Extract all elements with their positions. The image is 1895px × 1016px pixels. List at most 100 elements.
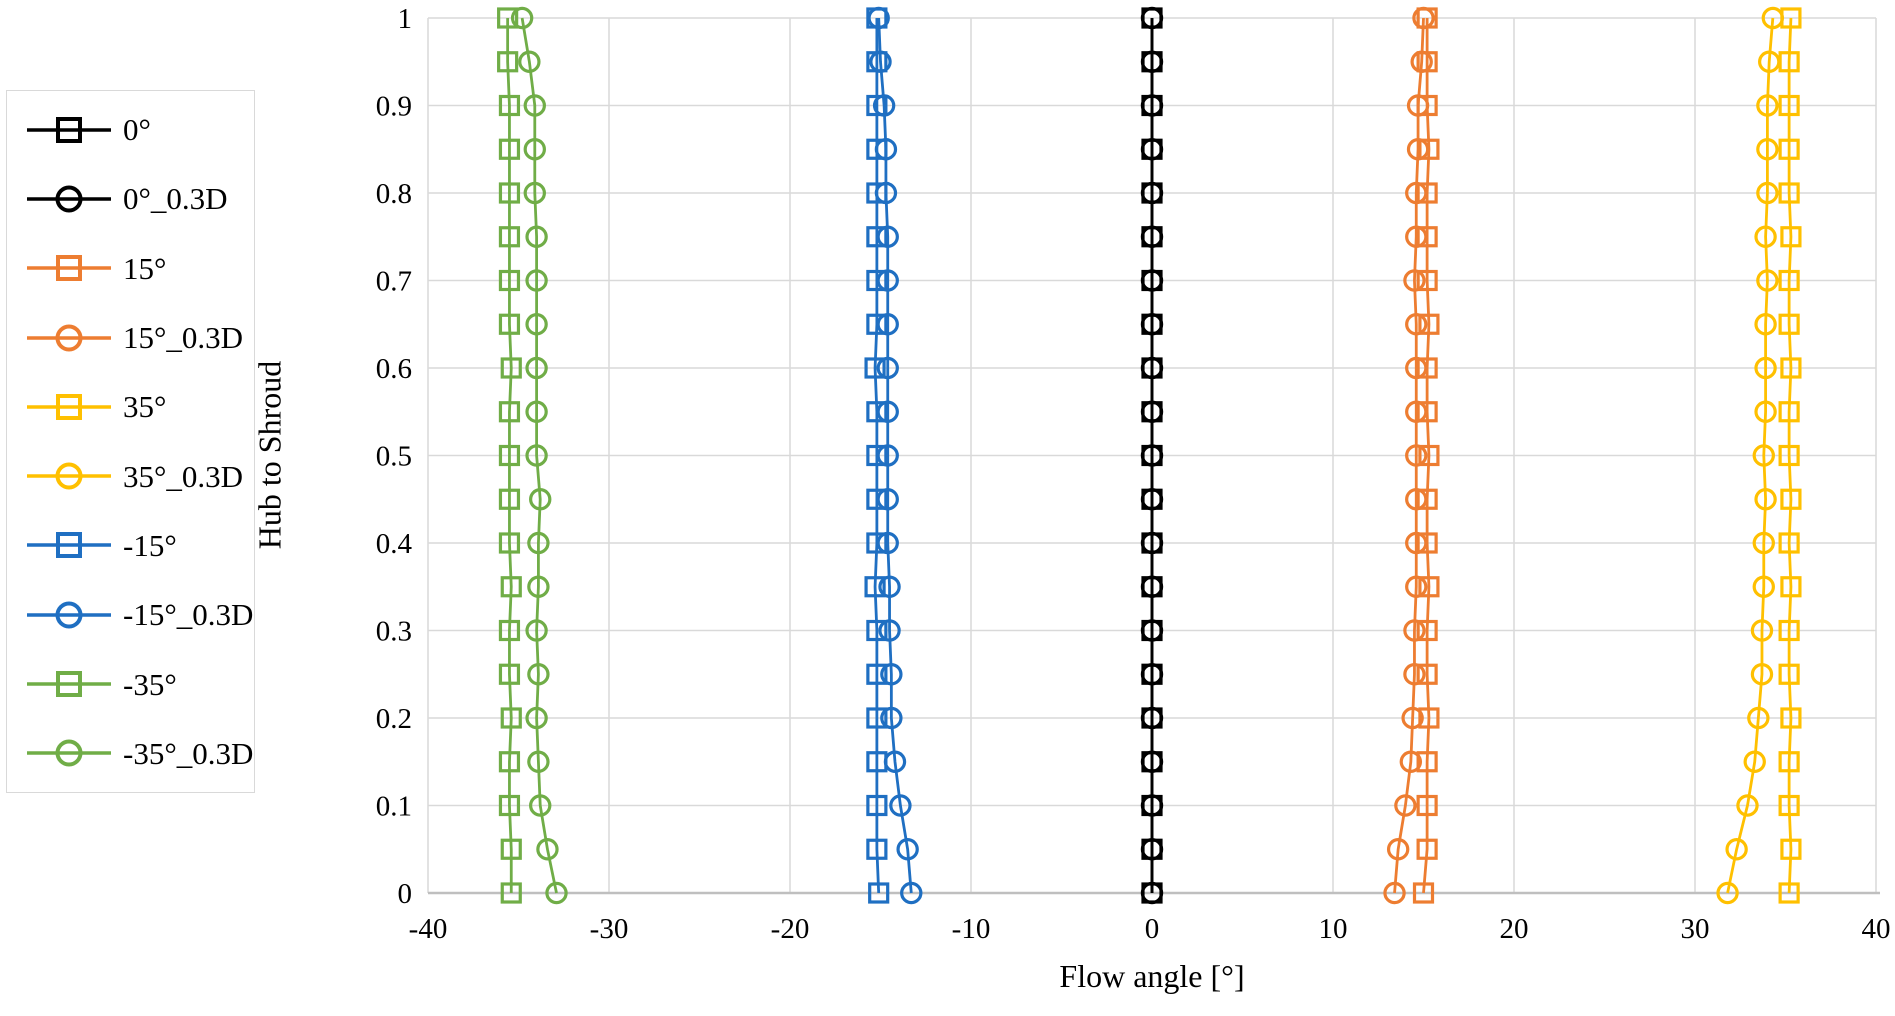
series-marker-square [1416,751,1438,773]
series-marker-circle [1756,94,1779,117]
series-marker-square [498,138,521,160]
series-marker-square [1778,619,1800,642]
legend-item: -35°_0.3D [25,720,254,786]
series-marker-circle [545,881,568,905]
series-marker-circle [1140,444,1164,467]
series-marker-square [1416,357,1438,379]
series-marker-circle [876,444,899,467]
series-marker-circle [1752,575,1775,598]
legend-circle-marker-icon [27,462,111,490]
series-marker-circle [529,488,552,511]
legend-item: 0°_0.3D [25,166,254,232]
series-marker-square [1778,138,1800,160]
series-marker-circle [1140,706,1164,730]
series-marker-circle [1401,706,1424,730]
y-tick-label: 0.6 [376,353,412,385]
series-marker-circle [1403,269,1426,292]
series-marker-square [866,532,888,554]
series-marker-circle [1405,488,1428,511]
series-marker-square [498,532,521,554]
legend-item: 15°_0.3D [25,305,254,371]
series-marker-square [868,882,890,904]
x-tick-label: -10 [952,913,991,945]
legend-circle-marker-icon [27,739,111,767]
series-marker-circle [1394,794,1417,817]
legend-square-marker-icon [27,393,111,420]
series-marker-square [1416,182,1438,204]
legend-item: -15° [25,512,254,578]
series-marker-square [1416,794,1438,817]
series-marker-circle [1405,225,1428,248]
series-marker-square [500,576,522,598]
series-marker-circle [527,663,550,686]
series-marker-square [1418,313,1440,335]
series-marker-square [1778,882,1800,904]
y-tick-label: 0 [398,878,413,910]
series-marker-circle [523,181,546,205]
series-line [520,17,558,894]
series-marker-square [1778,751,1800,773]
series-marker-circle [536,838,559,861]
y-tick-label: 0.3 [376,616,412,648]
series-marker-circle [889,794,912,817]
series-marker-square [866,838,888,860]
series-marker-square [866,663,888,685]
series-marker-square [1778,444,1800,467]
series-line [1787,17,1793,894]
series-marker-square [1418,707,1440,729]
series-marker-square [866,444,888,467]
series-marker-square [500,357,522,379]
series-marker-circle [523,94,546,117]
series-marker-square [866,94,888,117]
series-marker-square [497,7,519,29]
series-marker-circle [1140,225,1164,248]
x-axis-title: Flow angle [°] [1059,958,1245,994]
series-marker-circle [1761,6,1785,30]
series-marker-circle [527,531,550,555]
series-marker-circle [880,706,903,730]
series-marker-circle [1752,531,1775,555]
series-marker-circle [1140,400,1164,423]
series-marker-square [498,226,521,248]
series-marker-circle [880,663,903,686]
legend-label: -15° [123,527,177,563]
series-marker-circle [525,444,548,467]
series-marker-circle [1758,50,1781,73]
series-marker-square [1778,663,1800,685]
series-marker-square [1416,488,1438,510]
series-marker-circle [518,50,541,73]
series-marker-circle [525,356,548,380]
series-marker-circle [1406,138,1430,161]
series-marker-square [866,794,888,817]
series-marker-square [864,576,886,598]
series-marker-circle [1140,6,1164,30]
legend-square-marker-icon [27,671,111,698]
series-marker-square [498,94,521,117]
series-marker-circle [876,269,899,292]
series-marker-circle [1140,531,1164,555]
legend-label: 0°_0.3D [123,181,228,217]
y-tick-label: 0.7 [376,266,412,298]
series-marker-circle [1140,356,1164,380]
series-marker-circle [1754,356,1777,380]
series-marker-circle [1403,619,1426,642]
x-tick-label: 20 [1500,913,1529,945]
legend-square-marker-icon [27,532,111,559]
series-marker-circle [1140,94,1164,117]
series-marker-circle [525,225,548,248]
series-marker-circle [1405,400,1428,423]
series-marker-square [498,269,521,292]
series-marker-circle [1140,881,1164,905]
series-marker-circle [1140,138,1164,161]
y-tick-label: 0.9 [376,91,412,123]
x-tick-label: 40 [1862,913,1891,945]
legend-item: -15°_0.3D [25,582,254,648]
series-marker-circle [896,838,919,861]
x-tick-label: -30 [590,913,629,945]
series-marker-circle [1140,313,1164,336]
series-marker-circle [1752,444,1775,467]
series-marker-circle [1140,663,1164,686]
series-marker-circle [1747,706,1770,730]
legend-label: 0° [123,112,151,148]
